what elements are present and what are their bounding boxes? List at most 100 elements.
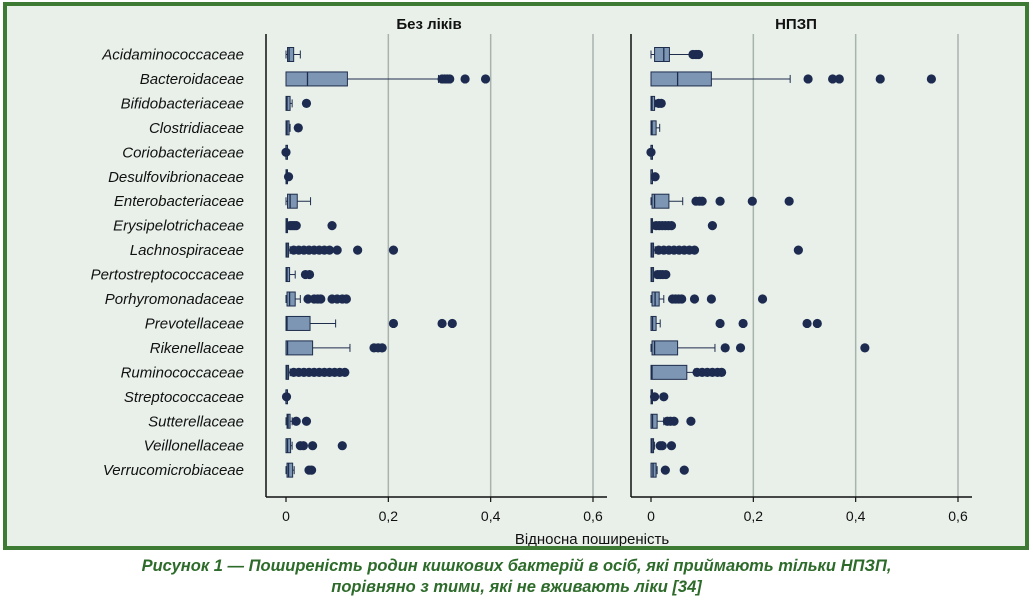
outlier-point [460, 74, 470, 84]
outlier-point [332, 245, 342, 255]
outlier-point [327, 221, 337, 231]
outlier-point [301, 98, 312, 108]
category-label: Bacteroidaceae [140, 71, 244, 88]
caption-line-2: порівняно з тими, які не вживають ліки [… [331, 578, 702, 596]
x-tick-label: 0,6 [948, 508, 968, 524]
category-label: Desulfovibrionaceae [108, 169, 244, 186]
panel-title: Без ліків [396, 16, 461, 33]
box-Pertostreptococcaceae [650, 267, 671, 283]
category-label: Enterobacteriaceae [114, 193, 244, 210]
category-label: Clostridiaceae [149, 120, 244, 137]
x-tick-label: 0,4 [481, 508, 501, 524]
outlier-point [649, 392, 660, 402]
box-Streptococcaceae [649, 389, 669, 405]
outlier-point [706, 294, 716, 304]
outlier-point [677, 294, 687, 304]
iqr-box [650, 315, 657, 331]
x-axis-label: Відносна поширеність [515, 531, 670, 546]
outlier-point [860, 343, 870, 353]
box-Coriobacteriaceae [281, 144, 291, 160]
outlier-point [735, 343, 746, 353]
box-Streptococcaceae [281, 389, 292, 405]
outlier-point [689, 245, 700, 255]
outlier-point [301, 416, 312, 426]
box-Erysipelotrichaceae [285, 218, 337, 234]
box-Bacteroidaceae [650, 71, 936, 87]
outlier-point [834, 74, 844, 84]
outlier-point [738, 318, 748, 329]
outlier-point [291, 416, 301, 426]
outlier-point [757, 294, 768, 304]
x-tick-label: 0,6 [583, 508, 603, 524]
box-Acidaminococcaceae [650, 47, 704, 62]
category-label: Verrucomicrobiaceae [103, 462, 244, 479]
outlier-point [337, 441, 347, 451]
box-Prevotellaceae [285, 315, 457, 331]
outlier-point [447, 318, 457, 329]
outlier-point [679, 465, 689, 475]
category-label: Lachnospiraceae [130, 242, 244, 259]
figure-frame: Acidaminococcaceae Bacteroidaceae Bifidoba… [3, 2, 1029, 550]
outlier-point [308, 441, 318, 451]
box-Sutterellaceae [285, 413, 312, 429]
box-Erysipelotrichaceae [650, 218, 718, 234]
outlier-point [388, 318, 399, 329]
outlier-point [720, 343, 730, 353]
outlier-point [666, 221, 677, 231]
iqr-box [285, 95, 291, 111]
box-plot-chart: Acidaminococcaceae Bacteroidaceae Bifidoba… [91, 16, 972, 546]
caption-line-1: Рисунок 1 — Поширеність родин кишкових б… [141, 557, 892, 575]
outlier-point [298, 441, 308, 451]
category-labels: Acidaminococcaceae Bacteroidaceae Bifidoba… [91, 47, 244, 480]
outlier-point [316, 294, 326, 304]
outlier-point [812, 318, 822, 329]
category-label: Prevotellaceae [145, 315, 244, 332]
x-tick-label: 0,2 [744, 508, 764, 524]
box-Lachnospiraceae [650, 242, 803, 258]
iqr-box [285, 438, 292, 454]
box-Veillonellaceae [285, 438, 347, 454]
outlier-point [693, 49, 704, 60]
category-label: Veillonellaceae [144, 438, 244, 455]
outlier-point [306, 465, 317, 475]
box-Lachnospiraceae [285, 242, 399, 258]
panel-1: Без ліків 0 0,2 0,4 0,6 [265, 16, 607, 524]
outlier-point [646, 147, 656, 157]
box-Pertostreptococcaceae [285, 267, 315, 283]
category-label: Pertostreptococcaceae [91, 267, 244, 284]
category-label: Ruminococcaceae [121, 364, 244, 381]
panel-2: НПЗП 0 0,2 0,4 0,6 [630, 16, 972, 524]
outlier-point [660, 465, 670, 475]
outlier-point [686, 416, 696, 426]
category-label: Coriobacteriaceae [122, 144, 244, 161]
iqr-box [650, 71, 712, 87]
outlier-point [281, 147, 291, 157]
category-label: Erysipelotrichaceae [113, 218, 244, 235]
outlier-point [291, 221, 301, 231]
outlier-point [340, 367, 350, 377]
outlier-point [707, 221, 718, 231]
box-Bifidobacteriaceae [650, 95, 666, 111]
box-Rikenellaceae [650, 340, 870, 356]
outlier-point [717, 367, 727, 377]
box-Sutterellaceae [650, 413, 696, 429]
iqr-box [650, 120, 657, 136]
outlier-point [875, 74, 885, 84]
figure-caption: Рисунок 1 — Поширеність родин кишкових б… [0, 556, 1033, 598]
outlier-point [828, 74, 838, 84]
iqr-box [285, 267, 291, 283]
category-label: Rikenellaceae [150, 340, 244, 357]
outlier-point [283, 172, 294, 182]
outlier-point [784, 196, 794, 206]
category-label: Sutterellaceae [148, 413, 244, 430]
x-tick-label: 0 [282, 508, 290, 524]
iqr-box [286, 462, 294, 478]
box-Bifidobacteriaceae [285, 95, 312, 111]
outlier-point [281, 392, 292, 402]
category-label: Acidaminococcaceae [101, 47, 244, 64]
iqr-box [285, 340, 314, 356]
outlier-point [715, 196, 725, 206]
x-tick-label: 0,4 [846, 508, 866, 524]
box-Clostridiaceae [650, 120, 661, 136]
outlier-point [480, 74, 491, 84]
